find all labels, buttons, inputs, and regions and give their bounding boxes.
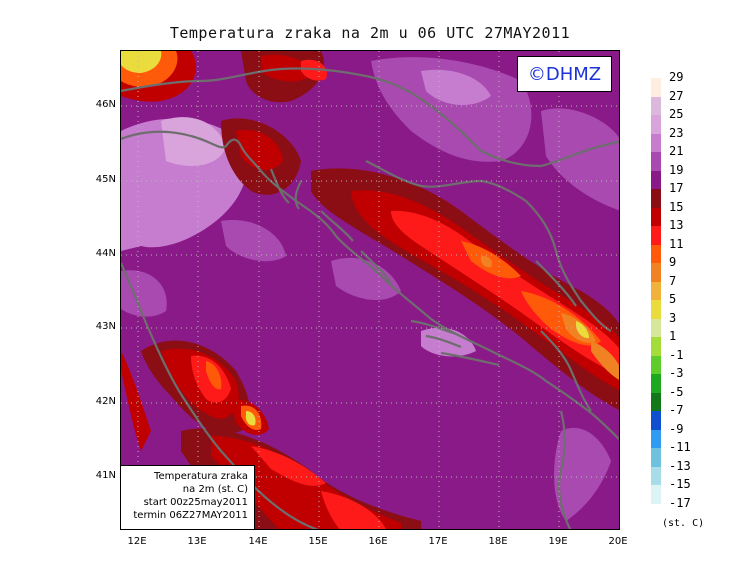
legend-label: 23 (669, 125, 684, 140)
legend-label: 9 (669, 255, 677, 269)
lon-label: 18E (488, 536, 508, 547)
lat-label: 42N (95, 396, 116, 407)
legend-swatch (651, 485, 661, 504)
lon-label: 16E (368, 536, 388, 547)
legend-label: 11 (669, 236, 684, 251)
legend-swatch (651, 207, 661, 226)
lon-label: 12E (127, 536, 147, 547)
legend-label: 13 (669, 218, 684, 232)
legend-label: -9 (669, 421, 684, 436)
legend-swatch (651, 392, 661, 411)
lon-label: 14E (248, 536, 268, 547)
legend-label: 1 (669, 329, 677, 343)
dhmz-logo: ©DHMZ (517, 56, 612, 92)
lat-label: 41N (95, 470, 116, 481)
lon-label: 20E (608, 536, 628, 547)
legend-swatch (651, 429, 661, 448)
legend-label: -15 (669, 477, 691, 491)
legend-label: -13 (669, 458, 691, 473)
lon-label: 15E (308, 536, 328, 547)
legend-swatch (651, 374, 661, 393)
legend-label: 5 (669, 292, 677, 306)
info-line-1: Temperatura zraka (154, 471, 248, 482)
legend-swatch (651, 78, 661, 97)
legend-label: -5 (669, 384, 684, 399)
legend-swatch (651, 115, 661, 134)
legend-label: -3 (669, 366, 684, 380)
legend-label: 15 (669, 199, 684, 214)
legend-swatch (651, 411, 661, 430)
legend-swatch (651, 466, 661, 485)
legend-label: 3 (669, 310, 677, 325)
color-legend: 29 27 25 23 21 19 17 15 13 11 9 7 5 3 1 -1 -3 -5 -7 -9 -11 -1… (651, 70, 721, 512)
legend-label: 21 (669, 144, 684, 158)
legend-swatch (651, 226, 661, 245)
temperature-field (121, 51, 619, 529)
legend-label: -7 (669, 403, 684, 417)
legend-label: 27 (669, 88, 684, 103)
legend-swatch (651, 189, 661, 208)
legend-swatch (651, 96, 661, 115)
lon-label: 19E (548, 536, 568, 547)
legend-swatch (651, 244, 661, 263)
info-line-2: na 2m (st. C) (182, 484, 248, 495)
legend-label: -17 (669, 495, 691, 510)
legend-swatch (651, 281, 661, 300)
lat-label: 44N (95, 248, 116, 259)
legend-label: 19 (669, 162, 684, 177)
lon-label: 17E (428, 536, 448, 547)
temperature-map (120, 50, 620, 530)
legend-label: 29 (669, 70, 684, 84)
legend-swatch (651, 263, 661, 282)
legend-unit: (st. C) (662, 518, 705, 529)
lat-label: 46N (95, 99, 116, 110)
legend-swatch (651, 170, 661, 189)
legend-swatch (651, 448, 661, 467)
legend-swatch (651, 318, 661, 337)
legend-label: 25 (669, 107, 684, 121)
legend-swatch (651, 133, 661, 152)
map-info-box: Temperatura zraka na 2m (st. C) start 00… (120, 465, 255, 530)
lat-label: 45N (95, 174, 116, 185)
legend-swatch (651, 337, 661, 356)
legend-label: -11 (669, 440, 691, 454)
legend-label: -1 (669, 347, 684, 362)
legend-label: 17 (669, 181, 684, 195)
legend-label: 7 (669, 273, 677, 288)
legend-swatch (651, 152, 661, 171)
info-line-3: start 00z25may2011 (143, 497, 248, 508)
legend-swatch (651, 300, 661, 319)
legend-swatch (651, 355, 661, 374)
map-title: Temperatura zraka na 2m u 06 UTC 27MAY20… (169, 24, 571, 42)
lat-label: 43N (95, 321, 116, 332)
info-line-4: termin 06Z27MAY2011 (133, 510, 248, 521)
lon-label: 13E (187, 536, 207, 547)
